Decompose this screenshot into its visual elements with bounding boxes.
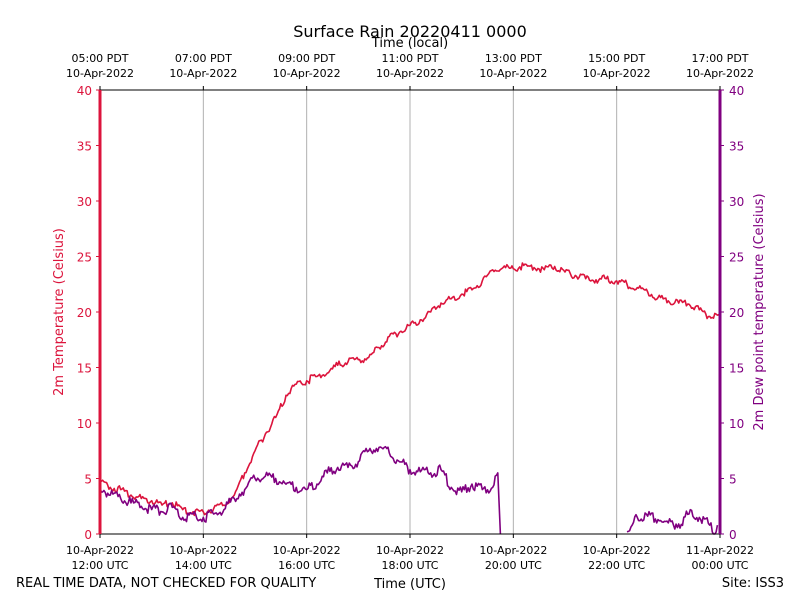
top-tick-time-6: 17:00 PDT (691, 52, 748, 65)
top-tick-time-3: 11:00 PDT (381, 52, 438, 65)
right-tick-label-1: 5 (729, 473, 737, 487)
top-tick-time-5: 15:00 PDT (588, 52, 645, 65)
dewpoint-line-segment-0 (99, 445, 502, 535)
bottom-tick-date-4: 10-Apr-2022 (479, 544, 547, 557)
top-tick-date-2: 10-Apr-2022 (273, 67, 341, 80)
left-tick-label-8: 40 (77, 84, 92, 98)
bottom-tick-date-2: 10-Apr-2022 (273, 544, 341, 557)
bottom-tick-time-2: 16:00 UTC (278, 559, 335, 572)
top-tick-time-0: 05:00 PDT (71, 52, 128, 65)
right-tick-label-6: 30 (729, 195, 744, 209)
left-tick-label-0: 0 (84, 528, 92, 542)
top-tick-time-1: 07:00 PDT (175, 52, 232, 65)
bottom-tick-time-1: 14:00 UTC (175, 559, 232, 572)
left-tick-label-6: 30 (77, 195, 92, 209)
top-tick-time-4: 13:00 PDT (485, 52, 542, 65)
top-tick-date-0: 10-Apr-2022 (66, 67, 134, 80)
top-axis-label: Time (local) (371, 36, 448, 51)
bottom-tick-time-4: 20:00 UTC (485, 559, 542, 572)
bottom-tick-date-1: 10-Apr-2022 (169, 544, 237, 557)
top-tick-date-6: 10-Apr-2022 (686, 67, 754, 80)
series-layer (99, 262, 721, 535)
bottom-tick-date-6: 11-Apr-2022 (686, 544, 754, 557)
left-y-axis-label: 2m Temperature (Celsius) (52, 228, 67, 396)
left-y-ticks: 0 5 10 15 20 25 30 35 40 (77, 84, 100, 542)
right-tick-label-3: 15 (729, 362, 744, 376)
x-axis-label: Time (UTC) (373, 577, 446, 592)
top-tick-date-4: 10-Apr-2022 (479, 67, 547, 80)
right-tick-label-7: 35 (729, 140, 744, 154)
left-tick-label-4: 20 (77, 306, 92, 320)
left-tick-label-1: 5 (84, 473, 92, 487)
right-tick-label-5: 25 (729, 251, 744, 265)
bottom-tick-time-5: 22:00 UTC (588, 559, 645, 572)
bottom-tick-time-6: 00:00 UTC (691, 559, 748, 572)
left-tick-label-2: 10 (77, 417, 92, 431)
quality-disclaimer: REAL TIME DATA, NOT CHECKED FOR QUALITY (16, 576, 316, 591)
left-tick-label-5: 25 (77, 251, 92, 265)
top-tick-date-1: 10-Apr-2022 (169, 67, 237, 80)
right-y-axis-label: 2m Dew point temperature (Celsius) (752, 193, 767, 430)
top-tick-date-3: 10-Apr-2022 (376, 67, 444, 80)
dewpoint-line-segment-1 (626, 508, 719, 535)
left-tick-label-3: 15 (77, 362, 92, 376)
top-tick-date-5: 10-Apr-2022 (583, 67, 651, 80)
temperature-line (99, 262, 721, 517)
bottom-tick-date-5: 10-Apr-2022 (583, 544, 651, 557)
right-tick-label-8: 40 (729, 84, 744, 98)
bottom-tick-time-0: 12:00 UTC (71, 559, 128, 572)
top-tick-time-2: 09:00 PDT (278, 52, 335, 65)
site-label: Site: ISS3 (722, 576, 784, 591)
bottom-x-ticks: 10-Apr-2022 12:00 UTC 10-Apr-2022 14:00 UTC… (66, 534, 754, 572)
right-tick-label-0: 0 (729, 528, 737, 542)
bottom-tick-date-0: 10-Apr-2022 (66, 544, 134, 557)
vertical-gridlines (202, 90, 618, 534)
right-tick-label-2: 10 (729, 417, 744, 431)
right-tick-label-4: 20 (729, 306, 744, 320)
left-tick-label-7: 35 (77, 140, 92, 154)
bottom-tick-time-3: 18:00 UTC (381, 559, 438, 572)
right-y-ticks: 0 5 10 15 20 25 30 35 40 (720, 84, 744, 542)
bottom-tick-date-3: 10-Apr-2022 (376, 544, 444, 557)
top-x-ticks: 05:00 PDT 10-Apr-2022 07:00 PDT 10-Apr-2022… (66, 52, 754, 90)
chart-title: Surface Rain 20220411 0000 (293, 22, 527, 41)
